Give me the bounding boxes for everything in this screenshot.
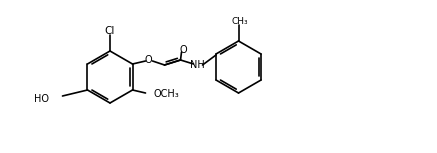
Text: CH₃: CH₃	[231, 17, 248, 26]
Text: Cl: Cl	[105, 26, 115, 36]
Text: NH: NH	[190, 60, 205, 70]
Text: HO: HO	[35, 94, 49, 104]
Text: OCH₃: OCH₃	[153, 89, 179, 99]
Text: O: O	[180, 45, 187, 55]
Text: O: O	[145, 55, 153, 65]
